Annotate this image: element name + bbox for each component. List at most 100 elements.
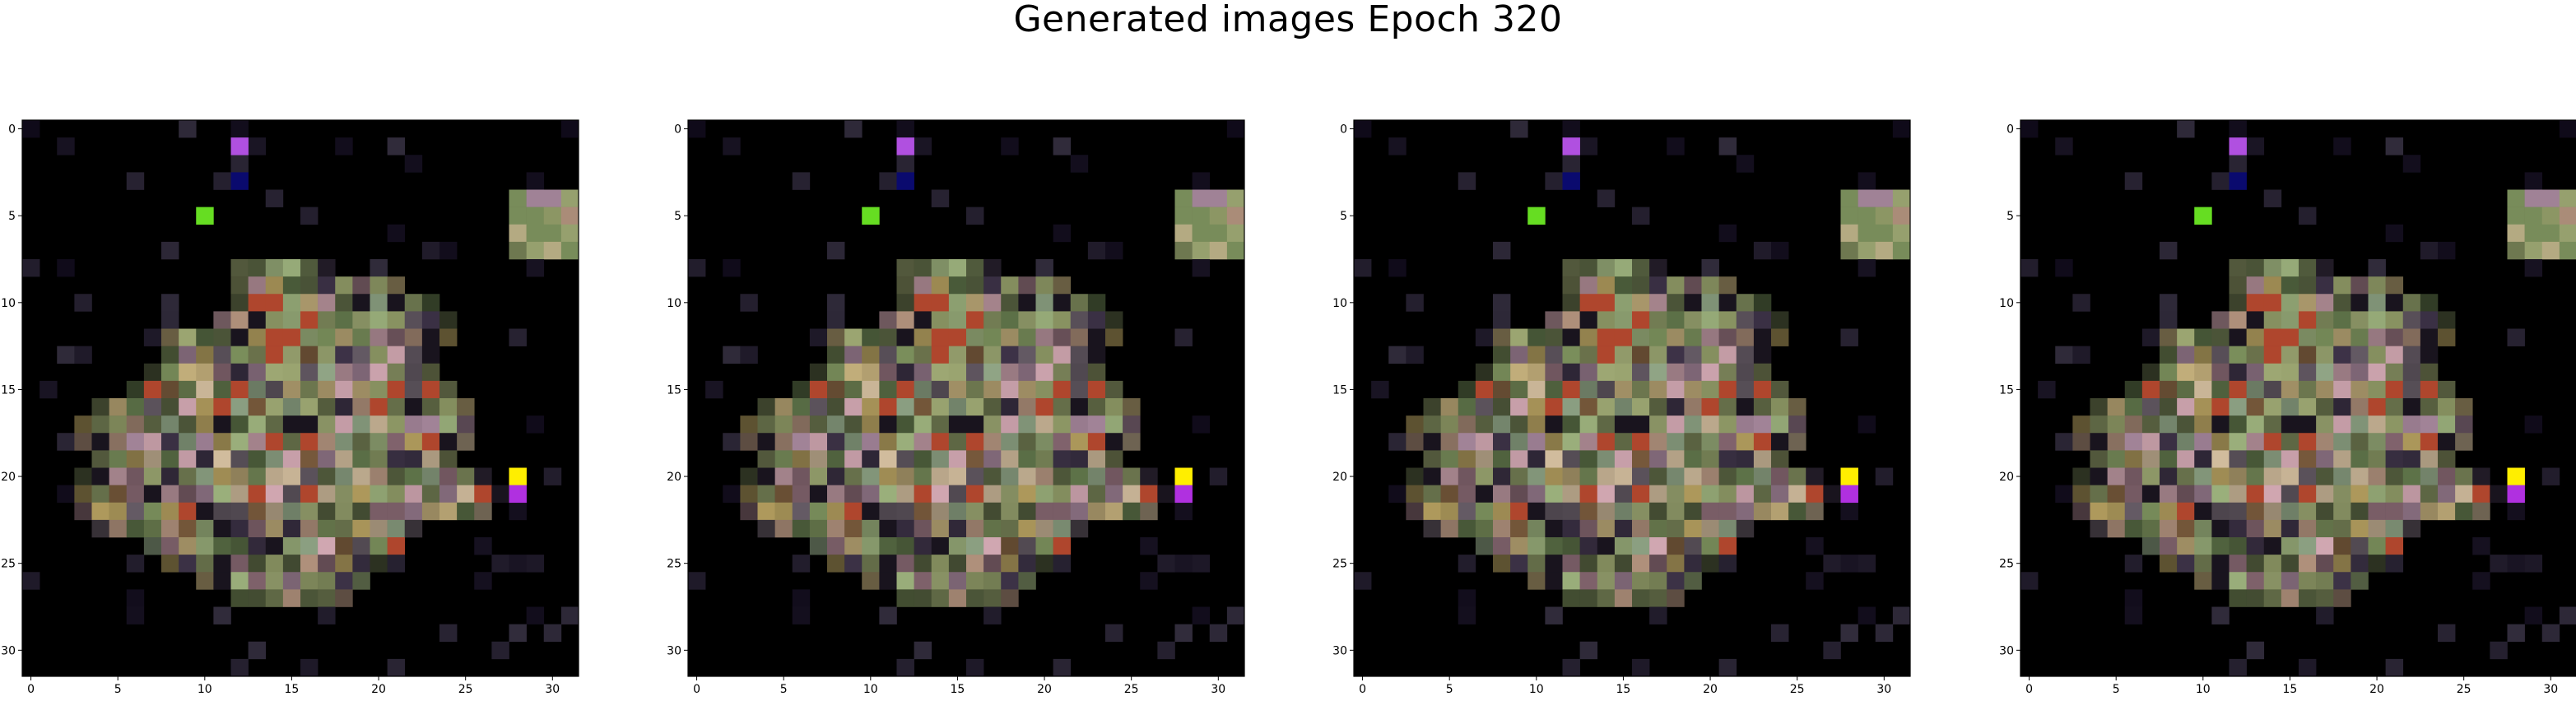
pixel-cell bbox=[91, 415, 109, 434]
pixel-cell bbox=[2211, 172, 2230, 190]
pixel-cell bbox=[1667, 502, 1685, 521]
pixel-cell bbox=[1562, 450, 1580, 468]
pixel-cell bbox=[1440, 502, 1459, 521]
pixel-cell bbox=[1718, 137, 1737, 156]
pixel-cell bbox=[948, 294, 967, 312]
pixel-cell bbox=[2385, 519, 2404, 538]
pixel-cell bbox=[1840, 224, 1858, 243]
pixel-cell bbox=[1035, 328, 1053, 346]
pixel-cell bbox=[335, 294, 353, 312]
pixel-cell bbox=[282, 485, 301, 504]
pixel-cell bbox=[265, 380, 284, 399]
pixel-cell bbox=[282, 346, 301, 364]
pixel-cell bbox=[282, 294, 301, 312]
pixel-cell bbox=[387, 450, 406, 468]
pixel-cell bbox=[2333, 346, 2351, 364]
pixel-cell bbox=[1087, 241, 1106, 260]
pixel-cell bbox=[2316, 294, 2334, 312]
pixel-cell bbox=[1475, 485, 1494, 504]
pixel-cell bbox=[352, 537, 370, 555]
pixel-cell bbox=[948, 363, 967, 382]
pixel-cell bbox=[2402, 155, 2421, 173]
pixel-cell bbox=[1614, 311, 1633, 329]
pixel-cell bbox=[439, 624, 458, 643]
pixel-cell bbox=[809, 398, 828, 416]
pixel-cell bbox=[844, 467, 863, 485]
pixel-cell bbox=[335, 380, 353, 399]
pixel-cell bbox=[1510, 537, 1528, 555]
pixel-cell bbox=[318, 589, 336, 607]
pixel-cell bbox=[1475, 537, 1494, 555]
pixel-cell bbox=[1035, 502, 1053, 521]
pixel-cell bbox=[896, 294, 914, 312]
pixel-cell bbox=[983, 537, 1002, 555]
pixel-cell bbox=[1684, 415, 1702, 434]
pixel-cell bbox=[1423, 502, 1441, 521]
pixel-cell bbox=[2438, 398, 2456, 416]
pixel-cell bbox=[282, 433, 301, 451]
pixel-cell bbox=[74, 346, 92, 364]
pixel-cell bbox=[265, 294, 284, 312]
pixel-cell bbox=[2281, 519, 2299, 538]
pixel-cell bbox=[1667, 555, 1685, 573]
pixel-cell bbox=[421, 328, 440, 346]
pixel-cell bbox=[1087, 346, 1106, 364]
pixel-cell bbox=[2072, 346, 2090, 364]
pixel-cell bbox=[2194, 502, 2212, 521]
pixel-cell bbox=[1788, 415, 1806, 434]
pixel-cell bbox=[2263, 328, 2282, 346]
pixel-cell bbox=[300, 572, 319, 590]
pixel-cell bbox=[2368, 380, 2386, 399]
pixel-cell bbox=[1087, 380, 1106, 399]
pixel-cell bbox=[1649, 467, 1667, 485]
pixel-cell bbox=[2072, 467, 2090, 485]
pixel-cell bbox=[2141, 415, 2160, 434]
pixel-cell bbox=[2160, 311, 2178, 329]
pixel-cell bbox=[421, 485, 440, 504]
pixel-cell bbox=[2229, 433, 2247, 451]
pixel-cell bbox=[335, 433, 353, 451]
pixel-cell bbox=[1070, 363, 1089, 382]
pixel-cell bbox=[1614, 519, 1633, 538]
pixel-cell bbox=[2385, 137, 2404, 156]
pixel-cell bbox=[2229, 415, 2247, 434]
pixel-cell bbox=[2194, 363, 2212, 382]
pixel-cell bbox=[370, 433, 388, 451]
pixel-cell bbox=[439, 398, 458, 416]
pixel-cell bbox=[1701, 415, 1719, 434]
pixel-cell bbox=[213, 572, 231, 590]
pixel-cell bbox=[2438, 502, 2456, 521]
pixel-cell bbox=[2194, 519, 2212, 538]
pixel-cell bbox=[2194, 572, 2212, 590]
pixel-cell bbox=[827, 519, 845, 538]
pixel-cell bbox=[248, 555, 267, 573]
pixel-cell bbox=[1475, 467, 1494, 485]
pixel-cell bbox=[1806, 572, 1824, 590]
x-tick-label: 30 bbox=[2543, 683, 2558, 696]
pixel-cell bbox=[862, 363, 880, 382]
pixel-cell bbox=[1493, 537, 1511, 555]
pixel-cell bbox=[2333, 276, 2351, 295]
pixel-cell bbox=[526, 555, 545, 573]
pixel-cell bbox=[2211, 328, 2230, 346]
pixel-cell bbox=[387, 346, 406, 364]
pixel-cell bbox=[1493, 294, 1511, 312]
pixel-cell bbox=[2090, 502, 2108, 521]
pixel-cell bbox=[2438, 485, 2456, 504]
pixel-cell bbox=[2333, 519, 2351, 538]
pixel-cell bbox=[2263, 519, 2282, 538]
pixel-cell bbox=[1736, 467, 1755, 485]
pixel-cell bbox=[1157, 555, 1175, 573]
pixel-cell bbox=[2402, 415, 2421, 434]
pixel-cell bbox=[1458, 380, 1476, 399]
pixel-cell bbox=[318, 380, 336, 399]
pixel-cell bbox=[1174, 224, 1193, 243]
pixel-cell bbox=[248, 467, 267, 485]
pixel-cell bbox=[1035, 555, 1053, 573]
pixel-cell bbox=[1053, 415, 1072, 434]
pixel-cell bbox=[1667, 589, 1685, 607]
pixel-cell bbox=[1667, 572, 1685, 590]
pixel-cell bbox=[1806, 467, 1824, 485]
pixel-cell bbox=[404, 311, 423, 329]
